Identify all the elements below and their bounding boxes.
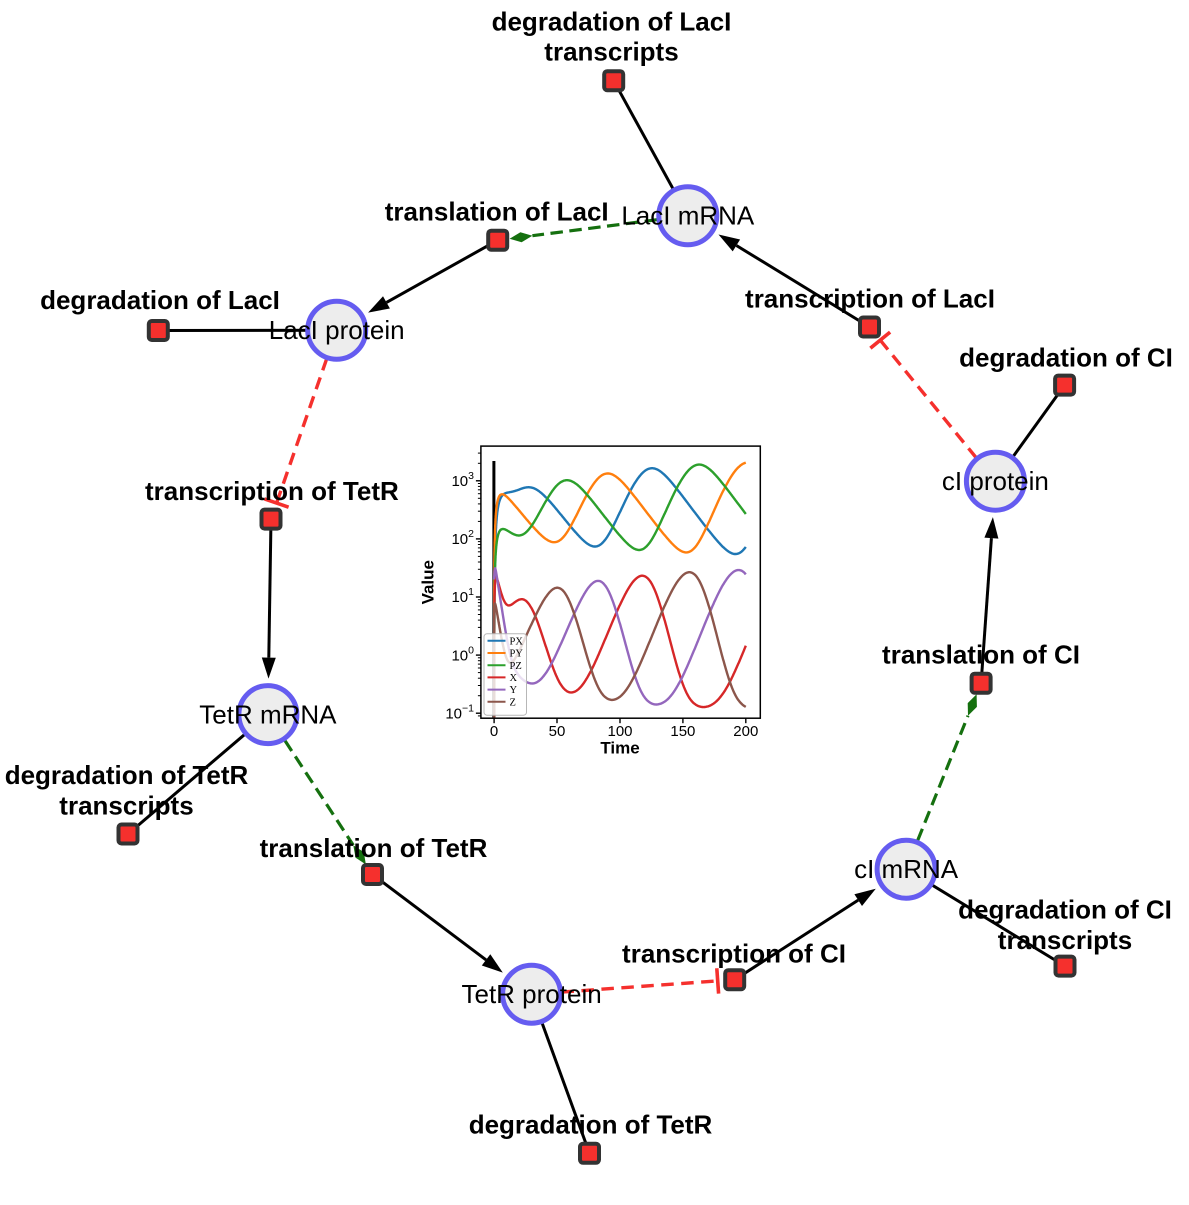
svg-text:PX: PX bbox=[510, 636, 524, 647]
svg-text:100: 100 bbox=[607, 723, 632, 740]
svg-text:Time: Time bbox=[600, 739, 639, 758]
svg-text:cI mRNA: cI mRNA bbox=[854, 854, 959, 884]
svg-text:Value: Value bbox=[419, 560, 438, 604]
svg-text:LacI mRNA: LacI mRNA bbox=[621, 201, 755, 231]
svg-text:degradation of TetR: degradation of TetR bbox=[469, 1110, 713, 1140]
svg-text:transcripts: transcripts bbox=[998, 925, 1132, 955]
svg-text:translation of CI: translation of CI bbox=[882, 640, 1080, 670]
svg-text:0: 0 bbox=[490, 723, 498, 740]
svg-text:PZ: PZ bbox=[510, 661, 522, 672]
svg-text:transcription of CI: transcription of CI bbox=[622, 938, 846, 968]
svg-text:degradation of LacI: degradation of LacI bbox=[492, 6, 732, 36]
svg-text:50: 50 bbox=[549, 723, 566, 740]
svg-text:Z: Z bbox=[510, 697, 516, 708]
svg-text:200: 200 bbox=[733, 723, 758, 740]
svg-text:LacI protein: LacI protein bbox=[269, 315, 405, 345]
svg-text:translation of LacI: translation of LacI bbox=[385, 197, 609, 227]
svg-text:cI protein: cI protein bbox=[942, 466, 1049, 496]
svg-text:TetR protein: TetR protein bbox=[462, 979, 602, 1009]
svg-text:transcripts: transcripts bbox=[544, 37, 678, 67]
svg-text:transcription of TetR: transcription of TetR bbox=[145, 476, 399, 506]
svg-text:X: X bbox=[510, 673, 518, 684]
svg-text:transcription of LacI: transcription of LacI bbox=[745, 283, 995, 313]
svg-text:PY: PY bbox=[510, 649, 524, 660]
svg-text:degradation of LacI: degradation of LacI bbox=[40, 285, 280, 315]
svg-text:degradation of CI: degradation of CI bbox=[959, 343, 1173, 373]
svg-text:Y: Y bbox=[510, 685, 518, 696]
svg-text:translation of TetR: translation of TetR bbox=[260, 833, 488, 863]
svg-text:150: 150 bbox=[670, 723, 695, 740]
svg-text:transcripts: transcripts bbox=[59, 790, 193, 820]
svg-text:TetR mRNA: TetR mRNA bbox=[199, 700, 337, 730]
svg-text:degradation of CI: degradation of CI bbox=[958, 895, 1172, 925]
svg-text:degradation of TetR: degradation of TetR bbox=[5, 760, 249, 790]
